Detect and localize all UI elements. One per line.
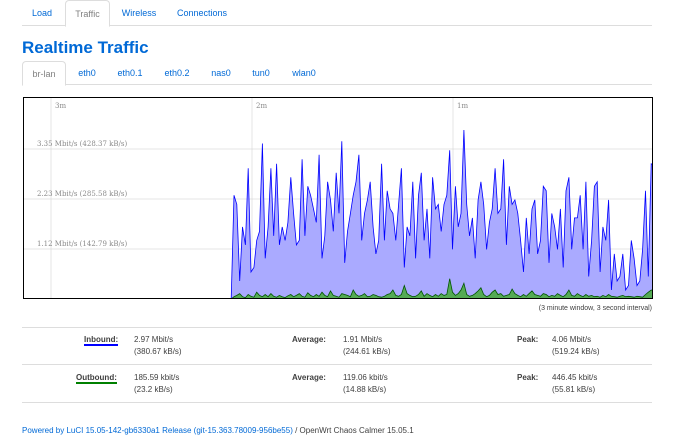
outbound-peak-bytes: (55.81 kB/s)	[552, 385, 596, 394]
outbound-stats-row: Outbound: 185.59 kbit/s (23.2 kB/s) Aver…	[22, 364, 652, 403]
outbound-average-bits: 119.06 kbit/s	[343, 373, 388, 382]
outbound-current: 185.59 kbit/s (23.2 kB/s)	[134, 372, 179, 396]
inbound-area	[231, 130, 652, 298]
tab-eth0-1[interactable]: eth0.1	[117, 68, 143, 78]
outbound-label: Outbound:	[76, 373, 117, 384]
outbound-peak-label: Peak:	[517, 373, 539, 382]
traffic-graph: 3m 2m 1m 3.35 Mbit/s (428.37 kB/s) 2.23 …	[23, 97, 653, 299]
outbound-average: 119.06 kbit/s (14.88 kB/s)	[343, 372, 388, 396]
openwrt-version: / OpenWrt Chaos Calmer 15.05.1	[292, 426, 414, 435]
scale-label-low: 1.12 Mbit/s (142.79 kB/s)	[37, 240, 127, 248]
outbound-current-bytes: (23.2 kB/s)	[134, 385, 173, 394]
tab-traffic[interactable]: Traffic	[65, 0, 110, 27]
time-label-3m: 3m	[55, 102, 66, 110]
inbound-current: 2.97 Mbit/s (380.67 kB/s)	[134, 334, 182, 358]
tab-br-lan[interactable]: br-lan	[22, 61, 66, 86]
interface-tabs: br-lan eth0 eth0.1 eth0.2 nas0 tun0 wlan…	[22, 61, 652, 86]
inbound-current-bits: 2.97 Mbit/s	[134, 335, 174, 344]
tab-eth0-2[interactable]: eth0.2	[164, 68, 190, 78]
inbound-peak-bytes: (519.24 kB/s)	[552, 347, 600, 356]
tab-tun0[interactable]: tun0	[252, 68, 270, 78]
scale-label-top: 3.35 Mbit/s (428.37 kB/s)	[37, 140, 127, 148]
outbound-average-label: Average:	[292, 373, 326, 382]
inbound-line	[230, 129, 652, 298]
inbound-peak-label: Peak:	[517, 335, 539, 344]
inbound-average-bits: 1.91 Mbit/s	[343, 335, 383, 344]
outbound-peak: 446.45 kbit/s (55.81 kB/s)	[552, 372, 597, 396]
inbound-current-bytes: (380.67 kB/s)	[134, 347, 182, 356]
inbound-label: Inbound:	[84, 335, 119, 346]
footer: Powered by LuCI 15.05-142-gb6330a1 Relea…	[22, 426, 414, 435]
tab-connections[interactable]: Connections	[176, 8, 228, 18]
tab-wlan0[interactable]: wlan0	[292, 68, 316, 78]
outbound-line	[231, 278, 652, 298]
time-label-1m: 1m	[457, 102, 468, 110]
time-label-2m: 2m	[256, 102, 267, 110]
luci-version-link[interactable]: Powered by LuCI 15.05-142-gb6330a1 Relea…	[22, 426, 293, 435]
page-title: Realtime Traffic	[22, 38, 149, 57]
status-tabs: Load Traffic Wireless Connections	[22, 0, 652, 27]
graph-window-note: (3 minute window, 3 second interval)	[538, 305, 652, 312]
inbound-average: 1.91 Mbit/s (244.61 kB/s)	[343, 334, 391, 358]
inbound-peak: 4.06 Mbit/s (519.24 kB/s)	[552, 334, 600, 358]
tab-eth0[interactable]: eth0	[78, 68, 96, 78]
traffic-graph-svg: 3m 2m 1m 3.35 Mbit/s (428.37 kB/s) 2.23 …	[24, 98, 652, 298]
outbound-current-bits: 185.59 kbit/s	[134, 373, 180, 382]
tab-nas0[interactable]: nas0	[211, 68, 231, 78]
inbound-peak-bits: 4.06 Mbit/s	[552, 335, 592, 344]
scale-label-mid: 2.23 Mbit/s (285.58 kB/s)	[37, 190, 127, 198]
inbound-average-bytes: (244.61 kB/s)	[343, 347, 391, 356]
inbound-average-label: Average:	[292, 335, 326, 344]
outbound-average-bytes: (14.88 kB/s)	[343, 385, 387, 394]
outbound-peak-bits: 446.45 kbit/s	[552, 373, 598, 382]
outbound-area	[232, 278, 652, 298]
inbound-stats-row: Inbound: 2.97 Mbit/s (380.67 kB/s) Avera…	[22, 327, 652, 364]
tab-load[interactable]: Load	[31, 8, 53, 18]
tab-wireless[interactable]: Wireless	[121, 8, 157, 18]
